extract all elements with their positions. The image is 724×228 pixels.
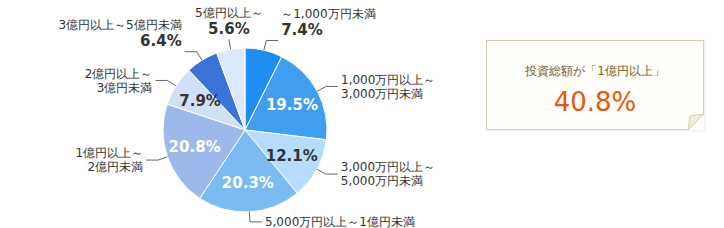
svg-text:7.9%: 7.9% — [179, 92, 221, 110]
svg-text:5,000万円以上～1億円未満: 5,000万円以上～1億円未満 — [265, 215, 415, 228]
svg-text:3億円未満: 3億円未満 — [97, 81, 153, 95]
svg-text:5.6%: 5.6% — [208, 20, 250, 38]
svg-text:1億円以上～: 1億円以上～ — [75, 146, 143, 160]
svg-text:2億円以上～: 2億円以上～ — [85, 67, 153, 81]
html-text:投資総額が「1億円以上」: 投資総額が「1億円以上」 — [525, 64, 665, 78]
svg-text:7.4%: 7.4% — [281, 21, 323, 39]
svg-text:20.3%: 20.3% — [222, 174, 274, 192]
svg-text:～1,000万円未満: ～1,000万円未満 — [281, 7, 375, 21]
svg-text:12.1%: 12.1% — [266, 147, 318, 165]
svg-text:6.4%: 6.4% — [140, 32, 182, 50]
html-text:40.8%: 40.8% — [553, 87, 637, 117]
svg-text:20.8%: 20.8% — [169, 138, 221, 156]
svg-text:19.5%: 19.5% — [266, 96, 318, 114]
svg-text:5億円以上～: 5億円以上～ — [195, 6, 263, 20]
svg-text:3,000万円以上～: 3,000万円以上～ — [341, 160, 435, 174]
svg-text:1,000万円以上～: 1,000万円以上～ — [341, 73, 435, 87]
svg-text:3,000万円未満: 3,000万円未満 — [341, 87, 423, 101]
svg-text:5,000万円未満: 5,000万円未満 — [341, 174, 423, 188]
svg-text:3億円以上～5億円未満: 3億円以上～5億円未満 — [58, 18, 181, 32]
svg-text:2億円未満: 2億円未満 — [87, 160, 143, 174]
